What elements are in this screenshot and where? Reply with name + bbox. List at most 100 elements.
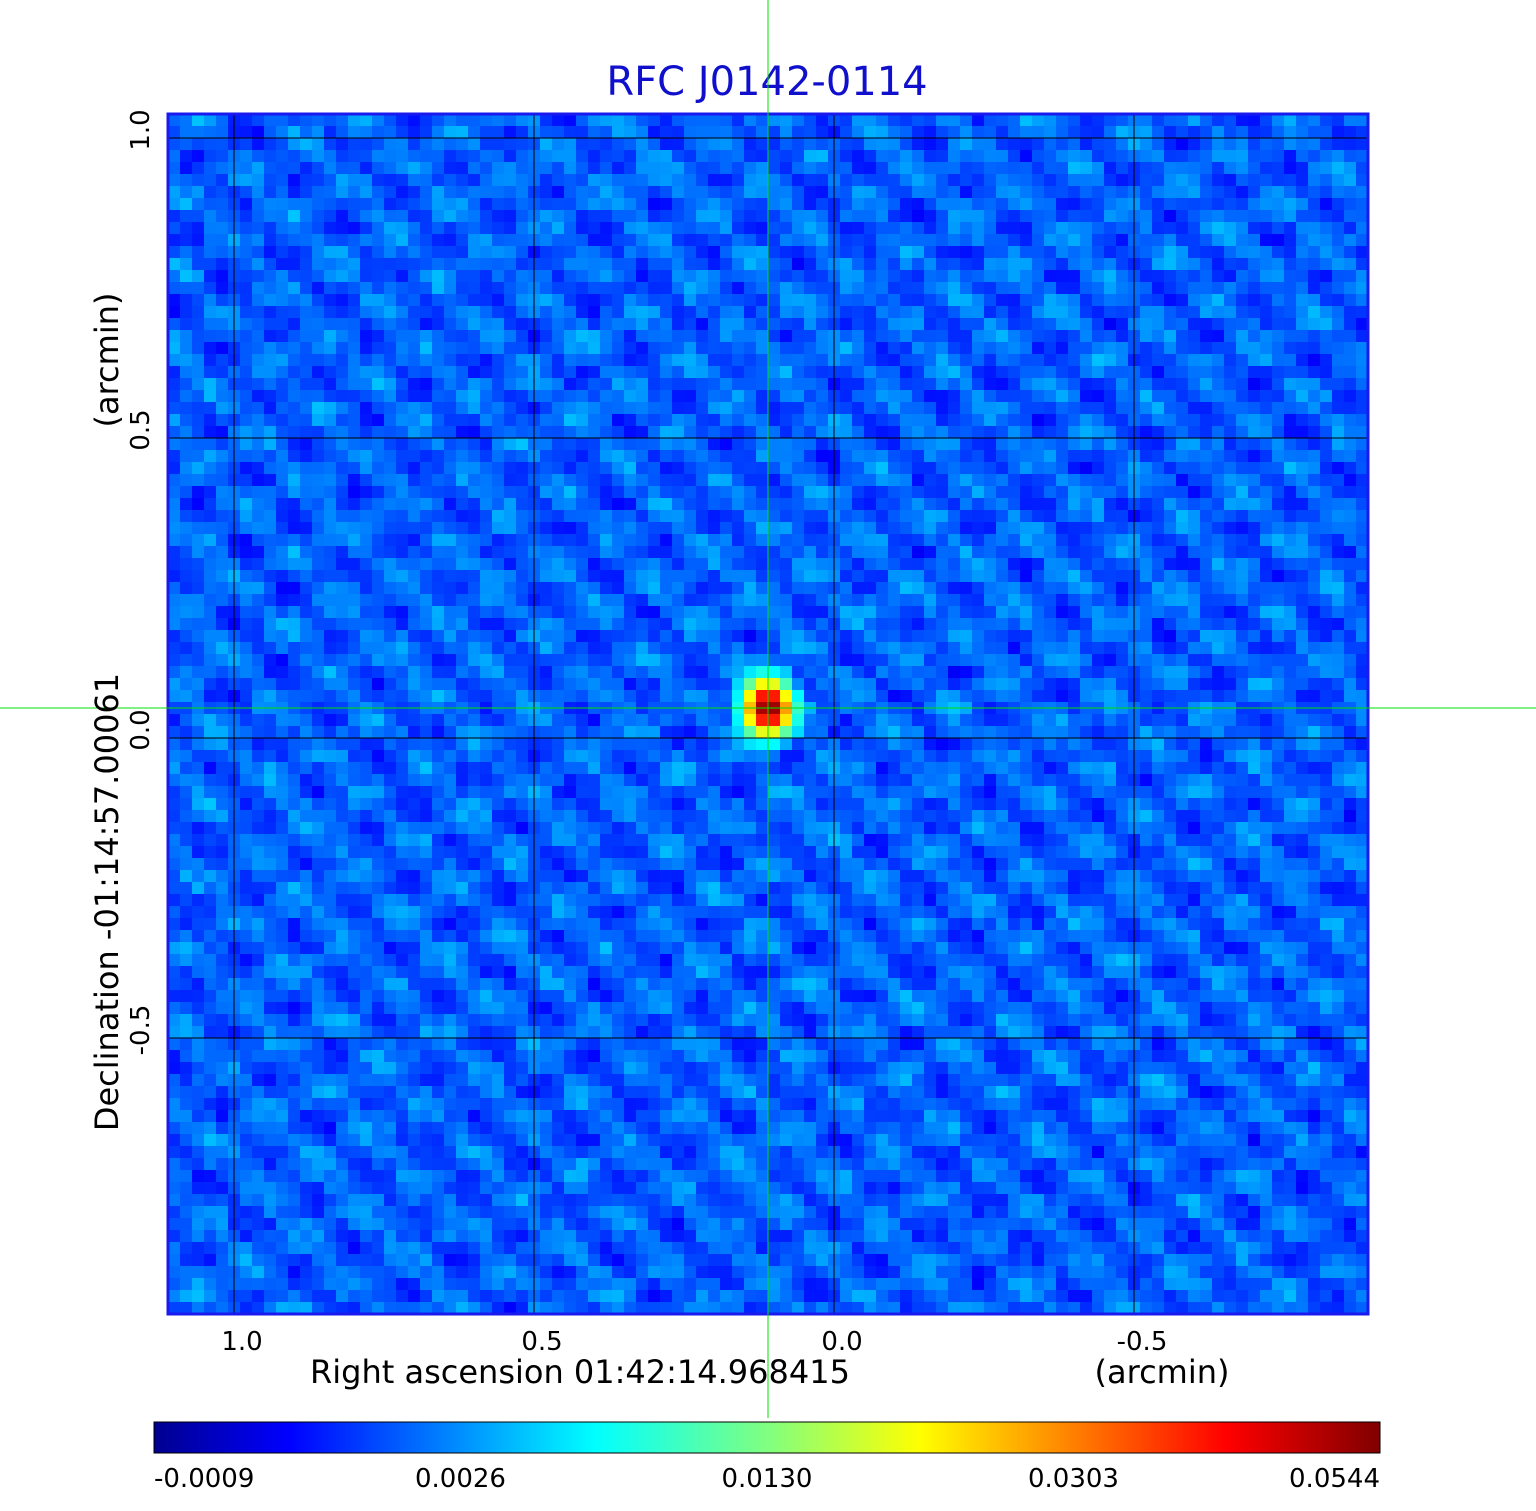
heatmap-cell	[576, 522, 589, 535]
heatmap-cell	[756, 558, 769, 571]
heatmap-cell	[408, 594, 421, 607]
heatmap-cell	[564, 186, 577, 199]
heatmap-cell	[348, 798, 361, 811]
heatmap-cell	[396, 870, 409, 883]
heatmap-cell	[624, 486, 637, 499]
heatmap-cell	[552, 498, 565, 511]
heatmap-cell	[708, 474, 721, 487]
heatmap-cell	[516, 1218, 529, 1231]
heatmap-cell	[744, 342, 757, 355]
heatmap-cell	[708, 630, 721, 643]
heatmap-cell	[408, 882, 421, 895]
heatmap-cell	[432, 1014, 445, 1027]
heatmap-cell	[288, 1002, 301, 1015]
heatmap-cell	[624, 582, 637, 595]
heatmap-cell	[684, 150, 697, 163]
heatmap-cell	[384, 846, 397, 859]
heatmap-cell	[300, 1230, 313, 1243]
heatmap-cell	[432, 474, 445, 487]
heatmap-cell	[420, 918, 433, 931]
heatmap-cell	[336, 822, 349, 835]
heatmap-cell	[384, 198, 397, 211]
heatmap-cell	[480, 546, 493, 559]
heatmap-cell	[576, 1086, 589, 1099]
heatmap-cell	[612, 294, 625, 307]
heatmap-cell	[384, 726, 397, 739]
heatmap-cell	[360, 930, 373, 943]
heatmap-cell	[576, 198, 589, 211]
heatmap-cell	[444, 642, 457, 655]
heatmap-cell	[648, 234, 661, 247]
heatmap-cell	[360, 1242, 373, 1255]
heatmap-cell	[624, 1302, 637, 1315]
heatmap-cell	[552, 822, 565, 835]
heatmap-cell	[300, 114, 313, 127]
heatmap-cell	[180, 1134, 193, 1147]
heatmap-cell	[708, 1134, 721, 1147]
heatmap-cell	[732, 1158, 745, 1171]
heatmap-cell	[744, 138, 757, 151]
heatmap-cell	[744, 1194, 757, 1207]
heatmap-cell	[660, 474, 673, 487]
heatmap-cell	[588, 174, 601, 187]
heatmap-cell	[168, 1302, 181, 1315]
heatmap-cell	[636, 1038, 649, 1051]
heatmap-cell	[564, 546, 577, 559]
heatmap-cell	[288, 522, 301, 535]
heatmap-cell	[216, 1254, 229, 1267]
heatmap-cell	[300, 882, 313, 895]
heatmap-cell	[324, 594, 337, 607]
heatmap-cell	[684, 342, 697, 355]
heatmap-cell	[312, 738, 325, 751]
heatmap-cell	[480, 426, 493, 439]
heatmap-cell	[216, 186, 229, 199]
heatmap-cell	[204, 282, 217, 295]
heatmap-cell	[252, 774, 265, 787]
heatmap-cell	[192, 798, 205, 811]
heatmap-cell	[684, 1098, 697, 1111]
heatmap-cell	[276, 222, 289, 235]
heatmap-cell	[624, 510, 637, 523]
heatmap-cell	[324, 906, 337, 919]
heatmap-cell	[276, 570, 289, 583]
heatmap-cell	[396, 882, 409, 895]
heatmap-cell	[204, 942, 217, 955]
heatmap-cell	[444, 1266, 457, 1279]
heatmap-cell	[744, 858, 757, 871]
heatmap-cell	[276, 618, 289, 631]
heatmap-cell	[612, 558, 625, 571]
heatmap-cell	[672, 366, 685, 379]
heatmap-cell	[216, 318, 229, 331]
heatmap-cell	[324, 1242, 337, 1255]
heatmap-cell	[696, 930, 709, 943]
heatmap-cell	[432, 354, 445, 367]
heatmap-cell	[360, 438, 373, 451]
heatmap-cell	[168, 858, 181, 871]
heatmap-cell	[384, 1230, 397, 1243]
heatmap-cell	[372, 930, 385, 943]
heatmap-cell	[180, 810, 193, 823]
heatmap-cell	[600, 1278, 613, 1291]
heatmap-cell	[252, 894, 265, 907]
heatmap-cell	[264, 306, 277, 319]
heatmap-cell	[648, 1182, 661, 1195]
heatmap-cell	[540, 978, 553, 991]
heatmap-cell	[432, 978, 445, 991]
heatmap-cell	[300, 426, 313, 439]
heatmap-cell	[444, 162, 457, 175]
heatmap-cell	[564, 390, 577, 403]
heatmap-cell	[456, 330, 469, 343]
heatmap-cell	[348, 570, 361, 583]
heatmap-cell	[732, 942, 745, 955]
heatmap-cell	[600, 474, 613, 487]
heatmap-cell	[432, 666, 445, 679]
heatmap-cell	[276, 510, 289, 523]
heatmap-cell	[624, 210, 637, 223]
heatmap-cell	[204, 510, 217, 523]
heatmap-cell	[636, 414, 649, 427]
heatmap-cell	[756, 882, 769, 895]
heatmap-cell	[480, 894, 493, 907]
heatmap-cell	[684, 498, 697, 511]
heatmap-cell	[588, 942, 601, 955]
heatmap-cell	[468, 1134, 481, 1147]
